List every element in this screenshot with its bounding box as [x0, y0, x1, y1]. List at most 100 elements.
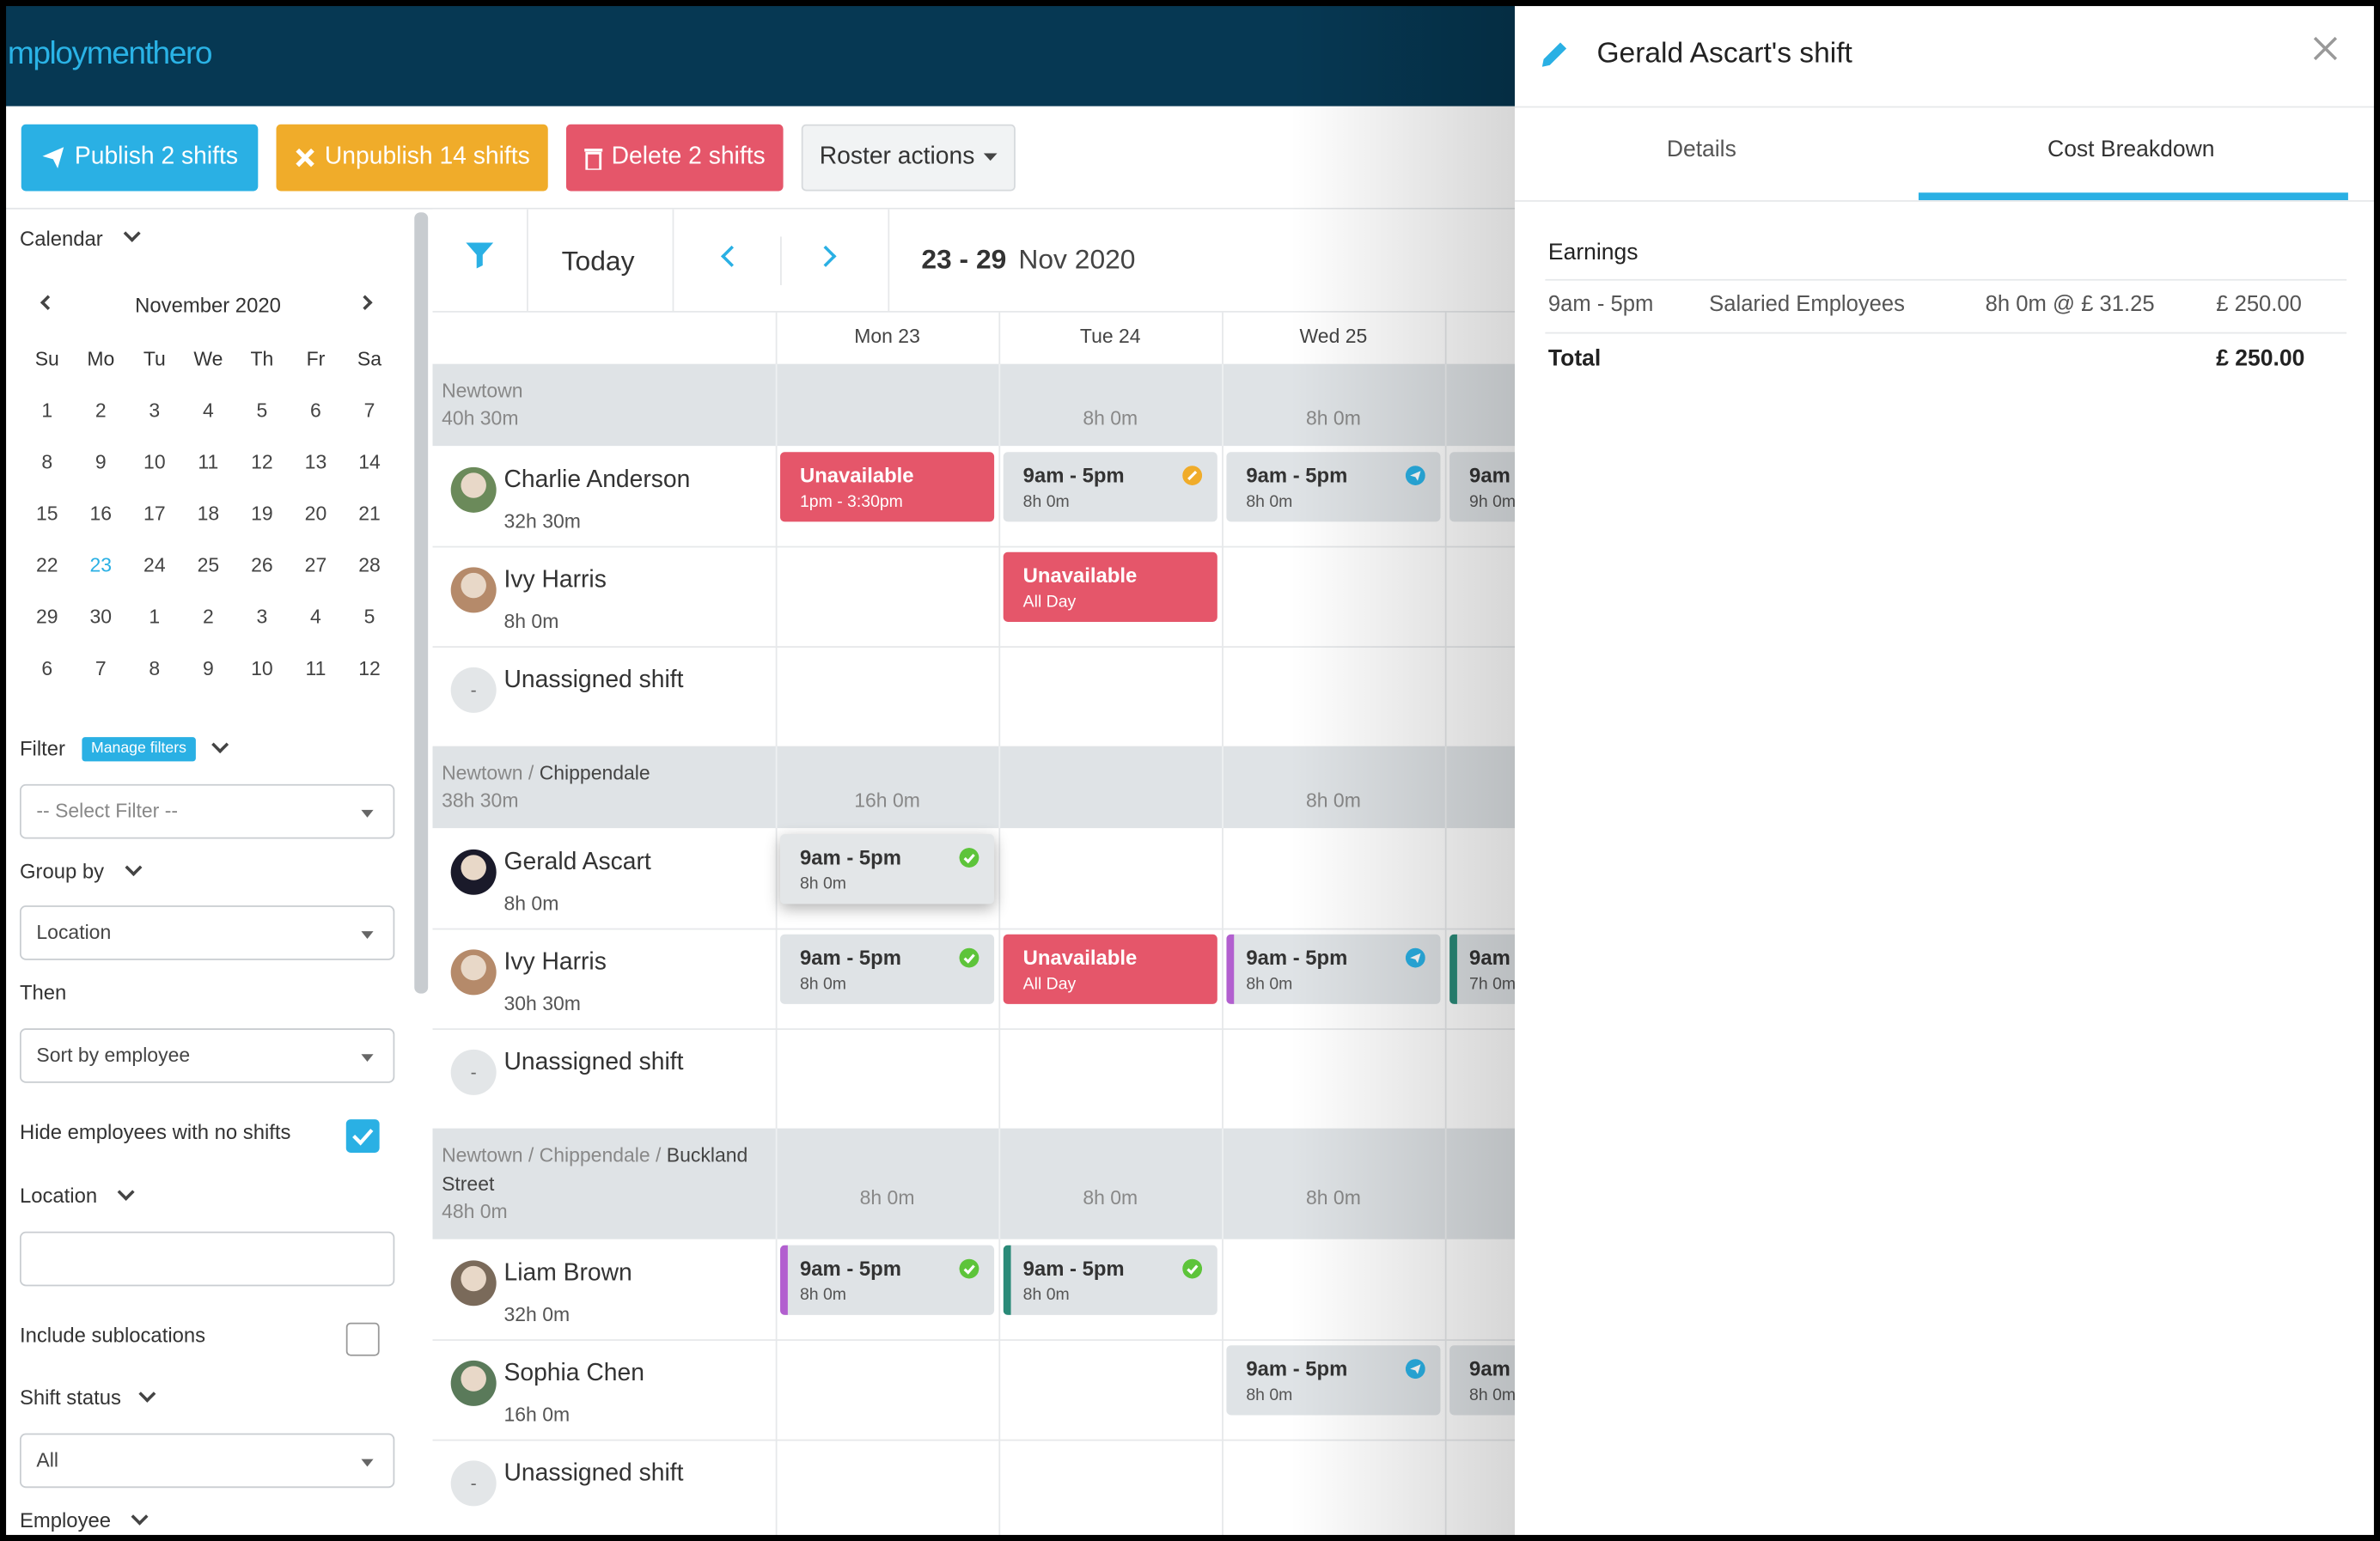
calendar-day[interactable]: 27: [304, 553, 327, 576]
pencil-icon: [1541, 42, 1567, 67]
calendar-day[interactable]: 5: [363, 605, 375, 629]
calendar-day[interactable]: 8: [149, 656, 161, 680]
group-name: Newtown / Chippendale / Buckland Street: [442, 1141, 764, 1198]
shift-card[interactable]: Unavailable All Day: [1003, 551, 1217, 622]
shift-card[interactable]: 9am - 5pm 8h 0m: [1003, 1245, 1217, 1315]
checkbox[interactable]: [345, 1322, 380, 1356]
employee-hours: 32h 30m: [503, 509, 581, 533]
shift-card[interactable]: Unavailable 1pm - 3:30pm: [780, 452, 995, 522]
shift-card[interactable]: 9am - 5pm 8h 0m: [1003, 452, 1217, 522]
checkbox[interactable]: [345, 1119, 380, 1153]
employee-name[interactable]: Unassigned shift: [503, 1460, 684, 1487]
today-button[interactable]: Today: [561, 246, 635, 277]
filter-label: Filter: [19, 737, 65, 760]
status-icon: [1405, 1359, 1425, 1380]
calendar-day[interactable]: 22: [35, 553, 58, 576]
shift-card[interactable]: 9am 7h 0m: [1449, 934, 1516, 1004]
calendar-day[interactable]: 6: [41, 656, 53, 680]
shift-card[interactable]: 9am 8h 0m: [1449, 1345, 1516, 1416]
shift-card[interactable]: Unavailable All Day: [1003, 934, 1217, 1004]
calendar-day[interactable]: 6: [310, 399, 321, 422]
group-header: [432, 1128, 1516, 1240]
publish-button[interactable]: Publish 2 shifts: [21, 124, 259, 192]
calendar-day[interactable]: 15: [35, 502, 58, 525]
shift-card[interactable]: 9am - 5pm 8h 0m: [1226, 934, 1441, 1004]
shift-card[interactable]: 9am 9h 0m: [1449, 452, 1516, 522]
calendar-day[interactable]: 29: [35, 605, 58, 629]
calendar-day[interactable]: 4: [202, 399, 214, 422]
close-button[interactable]: [2310, 34, 2340, 64]
manage-filters[interactable]: Manage filters: [82, 737, 196, 762]
employee-name[interactable]: Gerald Ascart: [503, 849, 651, 875]
employee-name[interactable]: Ivy Harris: [503, 949, 607, 976]
calendar-day[interactable]: 18: [197, 502, 220, 525]
calendar-day[interactable]: 25: [197, 553, 220, 576]
roster: Today 23 - 29 Nov 2020 Mon 23 Tue 24 Wed 25 Ne…: [432, 209, 1516, 1541]
employee-name[interactable]: Ivy Harris: [503, 567, 607, 594]
shift-card[interactable]: 9am - 5pm 8h 0m: [780, 934, 995, 1004]
filter-button[interactable]: [432, 210, 527, 311]
shift-card[interactable]: 9am - 5pm 8h 0m: [1226, 1345, 1441, 1416]
employee-name[interactable]: Charlie Anderson: [503, 466, 691, 493]
calendar-day[interactable]: 23: [89, 553, 113, 576]
calendar-day[interactable]: 7: [95, 656, 107, 680]
calendar-day[interactable]: 30: [89, 605, 113, 629]
then-select[interactable]: Sort by employee: [19, 1028, 395, 1083]
divider: [1545, 278, 2347, 281]
calendar-day[interactable]: 1: [41, 399, 53, 422]
status-icon: [959, 947, 979, 968]
calendar-day[interactable]: 4: [310, 605, 321, 629]
calendar-day[interactable]: 11: [198, 450, 219, 473]
calendar-day[interactable]: 2: [95, 399, 107, 422]
calendar-day[interactable]: 9: [95, 450, 107, 473]
shift-card[interactable]: 9am - 5pm 8h 0m: [780, 834, 995, 904]
calendar-day[interactable]: 3: [256, 605, 268, 629]
calendar-day[interactable]: 26: [251, 553, 273, 576]
employee-name[interactable]: Liam Brown: [503, 1260, 632, 1287]
calendar-day[interactable]: 16: [89, 502, 113, 525]
tab[interactable]: Details: [1666, 136, 1736, 162]
group-name: Newtown: [442, 376, 764, 405]
calendar-day[interactable]: 1: [149, 605, 161, 629]
delete-button[interactable]: Delete 2 shifts: [565, 124, 784, 192]
calendar-day[interactable]: 3: [149, 399, 161, 422]
shift-card[interactable]: 9am - 5pm 8h 0m: [1226, 452, 1441, 522]
calendar-day[interactable]: 19: [251, 502, 273, 525]
employee-name[interactable]: Sophia Chen: [503, 1360, 644, 1386]
grid-line: [998, 746, 1001, 829]
calendar-day[interactable]: 9: [202, 656, 214, 680]
calendar-day[interactable]: 7: [363, 399, 375, 422]
calendar-day[interactable]: 10: [251, 656, 273, 680]
filter-select[interactable]: -- Select Filter --: [19, 783, 395, 839]
calendar-day[interactable]: 8: [41, 450, 53, 473]
calendar-day[interactable]: 21: [358, 502, 381, 525]
calendar-day[interactable]: 14: [358, 450, 381, 473]
calendar-day[interactable]: 28: [358, 553, 381, 576]
roster-actions-button[interactable]: Roster actions: [801, 124, 1016, 192]
calendar-day[interactable]: 11: [305, 656, 326, 680]
calendar-day[interactable]: 13: [304, 450, 327, 473]
group-by-select[interactable]: Location: [19, 905, 395, 960]
calendar-day[interactable]: 24: [143, 553, 166, 576]
employee-name[interactable]: Unassigned shift: [503, 1049, 684, 1075]
check: [352, 1129, 374, 1146]
calendar-day[interactable]: 10: [143, 450, 166, 473]
calendar-day[interactable]: 5: [256, 399, 268, 422]
calendar-day[interactable]: 12: [251, 450, 273, 473]
employee-name[interactable]: Unassigned shift: [503, 667, 684, 693]
calendar-day[interactable]: 2: [202, 605, 214, 629]
shift-card[interactable]: 9am - 5pm 8h 0m: [780, 1245, 995, 1315]
grid-line: [775, 1128, 778, 1240]
calendar-day[interactable]: 20: [304, 502, 327, 525]
shift-hours: 8h 0m: [1469, 1386, 1515, 1404]
unpublish-button[interactable]: Unpublish 14 shifts: [276, 124, 548, 192]
tab[interactable]: Cost Breakdown: [2047, 136, 2215, 162]
avatar: [450, 949, 497, 996]
publish-label: Publish 2 shifts: [74, 143, 238, 170]
shift-hours: 8h 0m: [1246, 1386, 1293, 1405]
calendar-day[interactable]: 17: [143, 502, 166, 525]
location-input[interactable]: [19, 1231, 395, 1287]
calendar-day[interactable]: 12: [358, 656, 381, 680]
shift-status-select[interactable]: All: [19, 1433, 395, 1489]
sidebar: Calendar November 2020 Su Mo Tu We Th Fr Sa 1 2 3 4 5…: [0, 210, 431, 1541]
